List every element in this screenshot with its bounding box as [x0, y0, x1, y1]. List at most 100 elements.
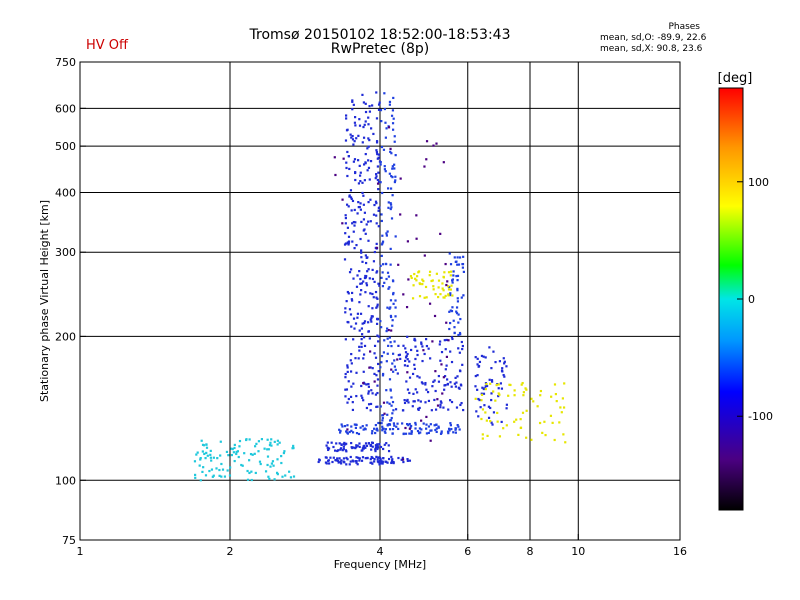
data-point: [350, 352, 353, 356]
data-point: [270, 462, 273, 465]
data-point: [264, 470, 268, 473]
data-point: [350, 385, 353, 388]
data-point: [458, 351, 461, 354]
data-point: [415, 214, 418, 217]
colorbar-tick-label: 100: [748, 176, 769, 189]
data-point: [350, 362, 353, 365]
data-point: [490, 398, 493, 402]
data-point: [276, 473, 279, 476]
data-point: [377, 421, 380, 425]
data-point: [521, 411, 525, 414]
data-point: [365, 261, 368, 265]
data-point: [394, 175, 397, 178]
data-point: [374, 356, 378, 359]
data-point: [444, 384, 447, 387]
data-point: [408, 391, 411, 395]
data-point: [442, 289, 445, 292]
data-point: [375, 151, 379, 154]
data-point: [392, 409, 395, 412]
data-point: [403, 364, 407, 367]
data-point: [389, 263, 392, 266]
data-point: [394, 179, 397, 182]
data-point: [368, 178, 371, 181]
data-point: [370, 320, 373, 323]
data-point: [336, 457, 339, 460]
data-point: [420, 341, 423, 344]
data-point: [209, 453, 212, 456]
data-point: [462, 294, 465, 297]
data-point: [356, 463, 359, 466]
grid-lines: [80, 62, 680, 540]
data-point: [379, 405, 382, 408]
data-point: [363, 320, 367, 323]
data-point: [219, 440, 222, 443]
data-point: [386, 337, 389, 340]
data-point: [367, 403, 371, 406]
data-point: [367, 330, 370, 333]
data-point: [383, 107, 387, 111]
data-point: [367, 442, 371, 445]
data-point: [326, 441, 329, 444]
data-point: [450, 400, 454, 404]
data-point: [457, 425, 460, 428]
data-point: [397, 353, 400, 357]
data-point: [391, 324, 394, 327]
data-point: [479, 406, 482, 409]
data-point: [336, 459, 340, 462]
data-point: [420, 428, 423, 431]
data-point: [218, 474, 221, 477]
data-point: [367, 390, 370, 393]
data-point: [364, 120, 367, 123]
data-point: [388, 428, 392, 431]
data-point: [205, 451, 208, 455]
data-point: [453, 331, 456, 335]
data-point: [477, 415, 480, 418]
data-point: [367, 392, 370, 395]
data-point: [500, 387, 504, 390]
data-point: [349, 359, 352, 362]
data-point: [348, 463, 351, 466]
data-point: [425, 140, 429, 143]
x-tick-label: 1: [77, 545, 84, 558]
data-point: [462, 270, 465, 273]
data-point: [459, 317, 462, 321]
data-point: [386, 306, 389, 309]
data-point: [364, 102, 367, 105]
data-point: [551, 421, 554, 424]
data-point: [381, 271, 384, 274]
data-point: [419, 400, 422, 403]
data-point: [553, 438, 556, 442]
data-point: [390, 217, 394, 220]
data-point: [416, 349, 419, 352]
data-point: [424, 285, 428, 289]
data-point: [405, 380, 408, 383]
data-point: [250, 478, 253, 482]
data-point: [372, 260, 376, 263]
data-point: [379, 163, 382, 166]
data-point: [248, 471, 251, 475]
data-point: [417, 408, 420, 411]
data-point: [357, 206, 360, 209]
data-point: [393, 140, 396, 143]
y-tick-label: 600: [55, 102, 76, 115]
data-point: [403, 401, 407, 405]
data-point: [389, 299, 393, 302]
data-point: [406, 398, 409, 402]
data-point: [389, 306, 392, 309]
data-point: [407, 278, 410, 281]
data-point: [424, 381, 427, 385]
data-point: [348, 430, 351, 434]
data-point: [459, 383, 463, 386]
data-point: [427, 425, 431, 428]
data-point: [378, 284, 381, 287]
data-point: [281, 475, 284, 478]
data-point: [355, 431, 359, 435]
data-point: [396, 372, 399, 375]
data-point: [448, 327, 451, 331]
data-point: [445, 355, 449, 358]
data-point: [450, 336, 454, 339]
data-point: [371, 392, 374, 395]
data-point: [369, 443, 373, 447]
data-point: [357, 159, 360, 162]
data-point: [335, 442, 338, 445]
